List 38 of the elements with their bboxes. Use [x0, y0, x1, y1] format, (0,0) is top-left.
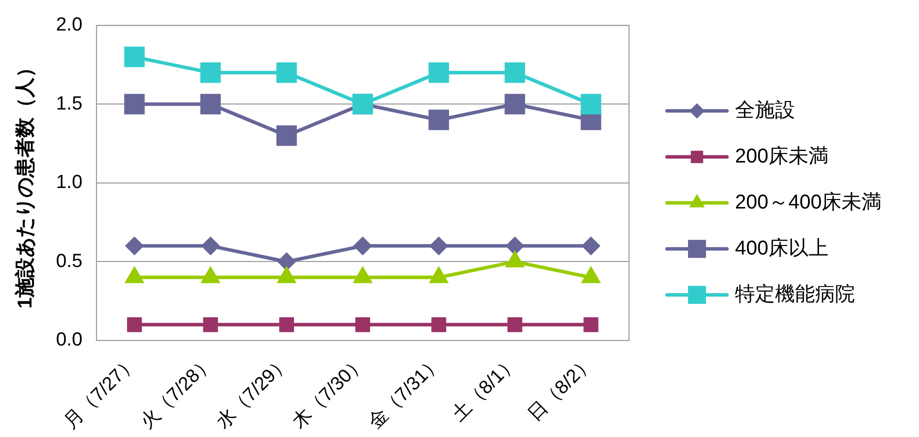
- legend-label: 400床以上: [735, 237, 828, 260]
- point: [580, 94, 602, 114]
- point: [431, 317, 446, 332]
- y-tick-label: 2.0: [56, 14, 82, 36]
- x-tick-label: 土（8/1）: [448, 352, 522, 426]
- point: [126, 237, 144, 255]
- point: [279, 317, 294, 332]
- legend-label: 200床未満: [735, 145, 828, 168]
- legend-label: 全施設: [735, 99, 795, 122]
- point: [276, 125, 297, 146]
- point: [124, 46, 145, 68]
- y-tick-label: 1.5: [56, 93, 82, 114]
- point: [200, 94, 221, 114]
- point: [278, 252, 296, 270]
- point: [124, 94, 145, 114]
- legend-label: 200～400床未満: [735, 191, 882, 214]
- point: [428, 110, 450, 130]
- point: [428, 62, 450, 83]
- point: [582, 237, 600, 255]
- point: [354, 237, 372, 255]
- point: [355, 317, 370, 332]
- point: [504, 62, 526, 83]
- x-tick-label: 日（8/2）: [524, 352, 598, 426]
- point: [127, 317, 142, 332]
- point: [200, 62, 221, 83]
- legend-label: 特定機能病院: [735, 283, 855, 306]
- y-tick-label: 1.0: [56, 172, 82, 194]
- point: [584, 317, 598, 332]
- point: [504, 94, 526, 114]
- y-tick-label: 0.5: [56, 250, 82, 272]
- point: [203, 317, 218, 332]
- point: [276, 62, 297, 83]
- y-axis-title: 1施設あたりの患者数（人）: [14, 57, 37, 308]
- y-tick-label: 0.0: [56, 330, 82, 351]
- point: [506, 237, 524, 255]
- point: [202, 237, 220, 255]
- point: [430, 237, 448, 255]
- point: [507, 317, 522, 332]
